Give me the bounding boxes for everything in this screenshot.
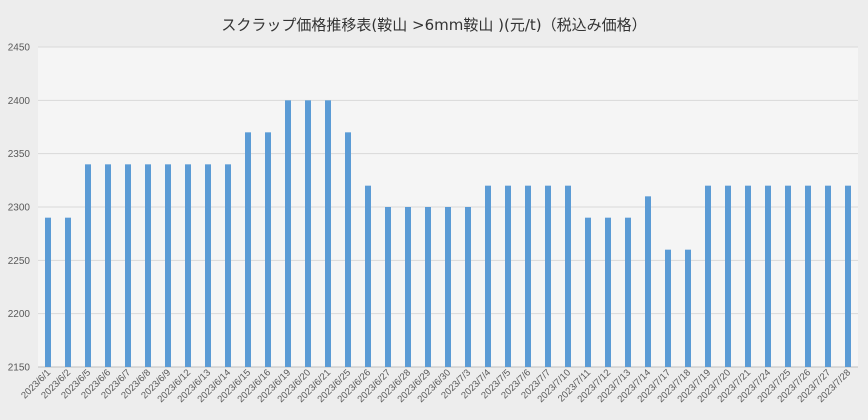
bar: [345, 132, 351, 367]
bar: [325, 100, 331, 367]
bar: [525, 185, 531, 367]
bar: [365, 185, 371, 367]
bar: [765, 185, 771, 367]
bar: [425, 207, 431, 367]
bar: [465, 207, 471, 367]
bar: [825, 185, 831, 367]
bar: [65, 217, 71, 367]
bar: [725, 185, 731, 367]
bar: [265, 132, 271, 367]
bar: [685, 249, 691, 367]
bar: [745, 185, 751, 367]
bar: [785, 185, 791, 367]
bar: [665, 249, 671, 367]
bar: [805, 185, 811, 367]
y-tick-label: 2150: [8, 363, 31, 374]
bar: [85, 164, 91, 367]
bar: [285, 100, 291, 367]
bar: [505, 185, 511, 367]
y-tick-label: 2250: [8, 256, 31, 267]
y-tick-label: 2450: [8, 43, 31, 54]
bar: [585, 217, 591, 367]
chart-title: スクラップ価格推移表(鞍山 >6mm鞍山 )(元/t)（税込み価格）: [221, 16, 647, 34]
bar: [545, 185, 551, 367]
bars: [45, 100, 851, 367]
bar: [445, 207, 451, 367]
bar: [225, 164, 231, 367]
bar: [305, 100, 311, 367]
bar: [185, 164, 191, 367]
y-axis-ticks: 2150 2200 2250 2300 2350 2400 2450: [8, 43, 31, 374]
x-axis-ticks: 2023/6/12023/6/22023/6/52023/6/62023/6/7…: [19, 367, 853, 405]
bar: [165, 164, 171, 367]
y-tick-label: 2400: [8, 96, 31, 107]
bar: [625, 217, 631, 367]
bar: [565, 185, 571, 367]
y-tick-label: 2300: [8, 203, 31, 214]
bar: [125, 164, 131, 367]
bar: [105, 164, 111, 367]
bar: [705, 185, 711, 367]
y-tick-label: 2350: [8, 149, 31, 160]
y-tick-label: 2200: [8, 309, 31, 320]
bar: [45, 217, 51, 367]
bar: [245, 132, 251, 367]
bar: [645, 196, 651, 367]
bar: [605, 217, 611, 367]
bar: [485, 185, 491, 367]
bar: [385, 207, 391, 367]
bar: [145, 164, 151, 367]
bar: [205, 164, 211, 367]
bar: [845, 185, 851, 367]
bar: [405, 207, 411, 367]
